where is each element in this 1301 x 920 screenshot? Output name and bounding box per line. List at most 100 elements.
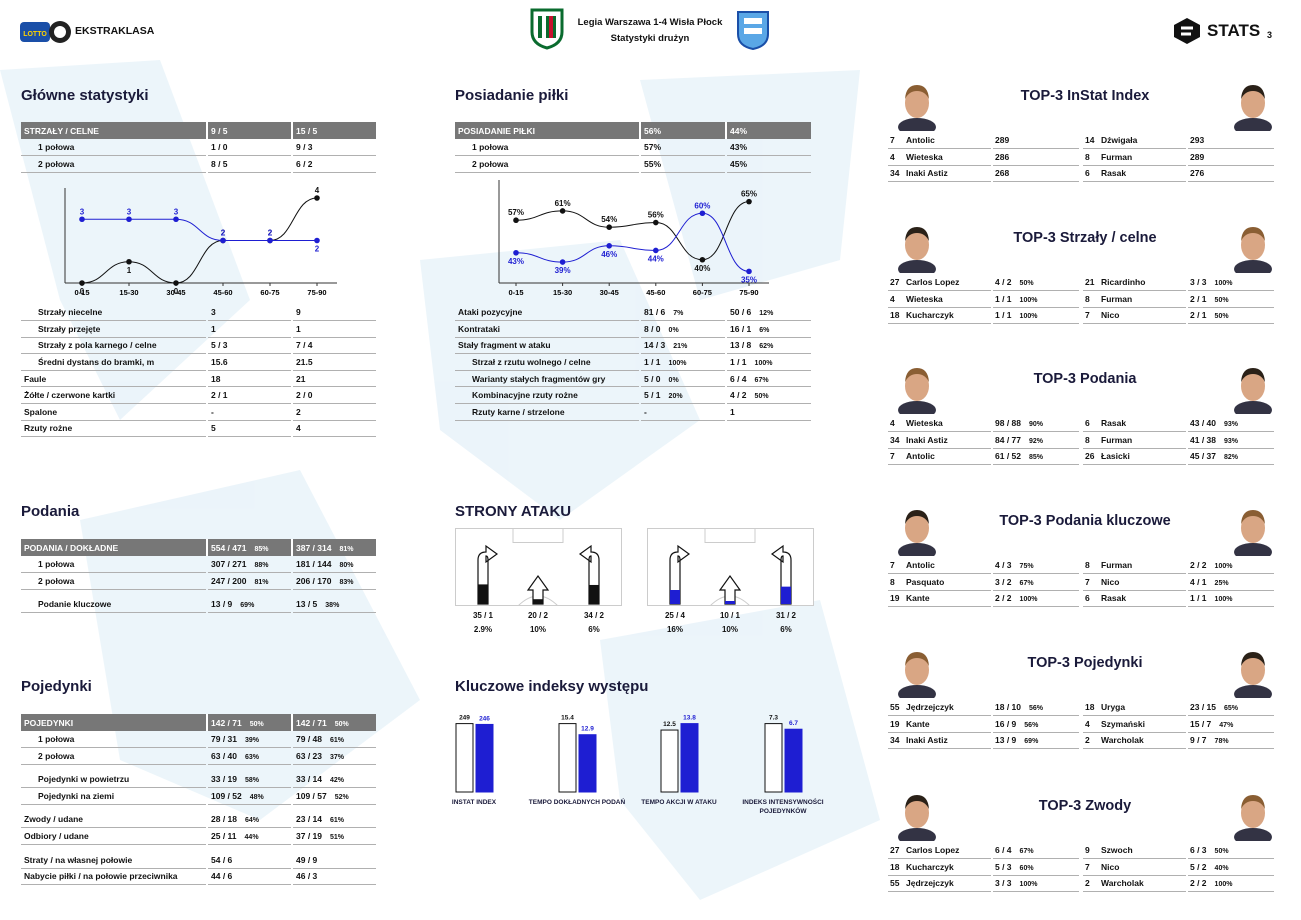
value: 23 / 14 <box>296 814 322 825</box>
player-number: 4 <box>1083 715 1099 733</box>
row-label: Strzały niecelne <box>21 304 206 322</box>
table-row: 2 połowa 247 / 200 81% 206 / 170 83% <box>21 572 376 590</box>
player-name: Wieteska <box>904 148 991 166</box>
table-header-row: STRZAŁY / CELNE 9 / 5 15 / 5 <box>21 122 376 139</box>
value: 4 / 1 <box>1190 576 1207 587</box>
top-section-title: TOP-3 Strzały / celne <box>1013 230 1157 246</box>
row-label: 2 połowa <box>21 572 206 590</box>
player-number: 7 <box>1083 858 1099 876</box>
passes-table: PODANIA / DOKŁADNE 554 / 471 85% 387 / 314 8… <box>21 539 376 614</box>
row-label: Straty / na własnej połowie <box>21 851 206 869</box>
team-a-value: - <box>208 403 291 421</box>
value-cell: 2 / 1 50% <box>1188 290 1274 308</box>
series-1-point <box>220 237 226 244</box>
player-number: 55 <box>888 875 904 893</box>
player-name: Inaki Astiz <box>904 431 991 449</box>
table-row: Rzuty rożne 5 4 <box>21 420 376 438</box>
player-number: 4 <box>888 415 904 433</box>
value-cell: 33 / 14 42% <box>293 771 376 789</box>
player-name: Furman <box>1099 290 1186 308</box>
value-cell: 4 / 2 50% <box>993 274 1079 292</box>
table-row: 2 Warcholak 2 / 2 100% <box>1083 875 1274 893</box>
table-row: Kombinacyjne rzuty rożne 5 / 1 20% 4 / 2 50% <box>455 386 811 405</box>
face <box>905 371 929 401</box>
player-number: 19 <box>888 590 904 608</box>
row-label: 2 połowa <box>21 155 206 173</box>
player-photo-left <box>898 510 936 556</box>
attack-fill <box>725 601 735 604</box>
value: 13 / 5 <box>296 599 318 610</box>
percent: 50% <box>1019 280 1034 288</box>
percent: 6% <box>759 326 770 334</box>
player-number: 34 <box>888 732 904 750</box>
table-row: 2 Warcholak 9 / 7 78% <box>1083 732 1274 750</box>
team-a-value: 15.6 <box>208 353 291 371</box>
row-label: Pojedynki na ziemi <box>21 787 206 805</box>
value: 142 / 71 <box>296 717 327 728</box>
value: 63 / 23 <box>296 750 322 761</box>
key-indexes-title: Kluczowe indeksy występu <box>455 678 649 695</box>
value-cell: 25 / 11 44% <box>208 827 291 846</box>
value-cell: 45 / 37 82% <box>1188 448 1274 466</box>
team-a-index-bar <box>558 723 577 793</box>
value: 13 / 8 <box>730 340 752 351</box>
main-stats-title: Główne statystyki <box>21 87 149 104</box>
index-value-label: 12.9 <box>581 726 594 733</box>
shoulders <box>1234 543 1272 556</box>
team-b-value: 7 / 4 <box>293 337 376 355</box>
row-label: Strzały z pola karnego / celne <box>21 337 206 355</box>
shoulders <box>1234 828 1272 841</box>
player-photo-right <box>1234 652 1272 698</box>
percent: 64% <box>245 817 260 825</box>
percent: 50% <box>754 393 769 401</box>
value-cell: 54 / 6 <box>208 851 291 869</box>
value: 109 / 57 <box>296 791 327 802</box>
value: 44 / 6 <box>211 871 233 882</box>
series-1-point <box>513 249 519 256</box>
percent: 83% <box>339 578 354 586</box>
table-row: Kontrataki 8 / 0 0% 16 / 1 6% <box>455 320 811 338</box>
percent: 80% <box>339 562 354 570</box>
percent: 100% <box>1214 881 1233 889</box>
value: 1 / 1 <box>730 357 747 368</box>
row-label: Nabycie piłki / na połowie przeciwnika <box>21 868 206 886</box>
value: 3 / 2 <box>995 576 1012 587</box>
header-team-a: 9 / 5 <box>208 122 291 139</box>
stats-brand-icon <box>1174 18 1200 44</box>
value-cell: 109 / 52 48% <box>208 787 291 805</box>
possession-title: Posiadanie piłki <box>455 87 569 104</box>
value: 49 / 9 <box>296 854 318 865</box>
team-a-crest <box>530 8 564 50</box>
percent: 67% <box>1019 848 1034 856</box>
attack-side-share: 6% <box>780 625 792 634</box>
row-label: 1 połowa <box>21 139 206 157</box>
value-cell: 6 / 4 67% <box>727 370 811 388</box>
series-0-point <box>559 208 566 214</box>
percent: 85% <box>254 545 269 553</box>
player-photo-left <box>898 368 936 414</box>
value: 3 / 3 <box>995 878 1012 889</box>
index-value-label: 249 <box>459 715 470 722</box>
x-tick-label: 60-75 <box>693 288 712 297</box>
table-spacer <box>21 845 376 852</box>
value-cell: 98 / 88 90% <box>993 415 1079 433</box>
shoulders <box>898 260 936 273</box>
table-row: 2 połowa 55% 45% <box>455 155 811 173</box>
row-label: Rzuty karne / strzelone <box>455 403 639 421</box>
table-row: Strzał z rzutu wolnego / celne 1 / 1 100% 1… <box>455 353 811 371</box>
value-cell: 2 / 2 100% <box>1188 557 1274 575</box>
attack-side-count: 20 / 2 <box>527 611 548 620</box>
value-cell: 23 / 14 61% <box>293 811 376 829</box>
team-b-index-bar <box>475 723 494 793</box>
percent: 100% <box>1214 563 1233 571</box>
value: 109 / 52 <box>211 791 242 802</box>
percent: 85% <box>1029 454 1044 462</box>
top-section-title: TOP-3 InStat Index <box>1020 88 1150 104</box>
top-table-left: 7 Antolic 4 / 3 75% 8 Pasquato 3 / 2 67% 19 Kante… <box>888 557 1079 608</box>
percent: 67% <box>1019 579 1034 587</box>
top-section-title: TOP-3 Pojedynki <box>1027 655 1143 671</box>
percent: 63% <box>245 753 260 761</box>
shoulders <box>898 543 936 556</box>
value-cell: 43 / 40 93% <box>1188 415 1274 433</box>
player-number: 4 <box>888 148 904 166</box>
